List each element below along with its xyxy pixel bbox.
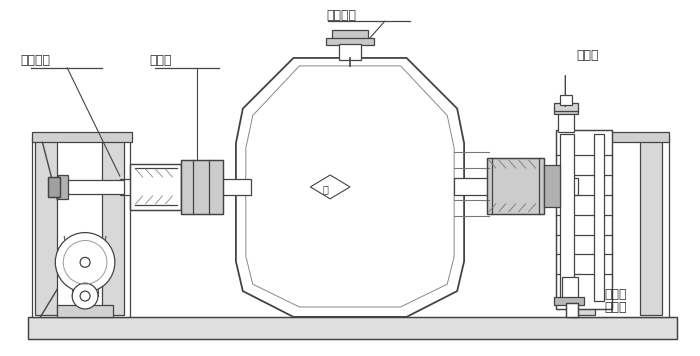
Bar (57, 305, 113, 317)
Bar (48, 177, 60, 197)
Bar (554, 109, 578, 115)
Polygon shape (310, 175, 350, 199)
Bar (545, 165, 560, 207)
Circle shape (72, 283, 98, 309)
Bar (27, 317, 678, 339)
Bar (130, 164, 181, 210)
Bar (570, 132, 669, 142)
Text: 井: 井 (322, 184, 328, 194)
Bar (554, 297, 584, 305)
Bar (181, 160, 223, 214)
Bar (339, 44, 361, 60)
Bar (570, 138, 669, 317)
Circle shape (55, 232, 115, 292)
Bar (560, 134, 574, 301)
Bar (32, 138, 130, 317)
Text: 或回流: 或回流 (604, 302, 626, 314)
Bar (58, 175, 68, 199)
Bar (36, 140, 57, 315)
Bar (556, 130, 612, 309)
Bar (573, 140, 595, 315)
Circle shape (80, 257, 90, 267)
Bar (556, 130, 612, 309)
Bar (326, 38, 374, 45)
Bar (487, 158, 545, 214)
Bar (594, 134, 604, 301)
Bar (48, 177, 60, 197)
Bar (566, 303, 578, 317)
Polygon shape (236, 58, 464, 317)
Bar (560, 95, 573, 105)
Bar (554, 103, 578, 110)
Bar (559, 112, 574, 132)
Bar (454, 178, 578, 195)
Bar (27, 317, 678, 339)
Bar (640, 140, 662, 315)
Text: 旋转接头: 旋转接头 (326, 9, 356, 22)
Bar (332, 30, 368, 39)
Bar (566, 303, 578, 317)
Bar (64, 180, 124, 194)
Circle shape (80, 291, 90, 301)
Text: www.fmdry.com: www.fmdry.com (278, 213, 422, 231)
Text: 冷凝器: 冷凝器 (604, 288, 626, 300)
Bar (120, 179, 251, 195)
Text: 密封座: 密封座 (150, 54, 172, 67)
Text: 进热源: 进热源 (576, 49, 598, 62)
Bar (562, 277, 578, 299)
Bar (32, 132, 132, 142)
Bar (181, 160, 223, 214)
Bar (487, 158, 545, 214)
Text: 旋转接头: 旋转接头 (20, 54, 50, 67)
Bar (102, 140, 124, 315)
Bar (130, 164, 181, 210)
